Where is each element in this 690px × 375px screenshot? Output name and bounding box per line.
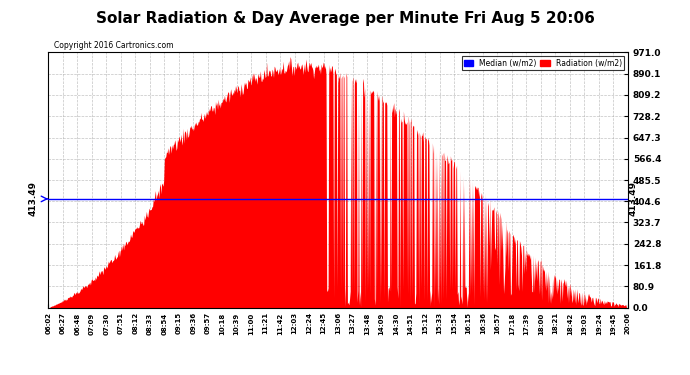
Text: 413.49: 413.49 bbox=[629, 182, 638, 216]
Text: Copyright 2016 Cartronics.com: Copyright 2016 Cartronics.com bbox=[54, 41, 174, 50]
Text: 413.49: 413.49 bbox=[29, 182, 38, 216]
Legend: Median (w/m2), Radiation (w/m2): Median (w/m2), Radiation (w/m2) bbox=[462, 56, 624, 70]
Text: Solar Radiation & Day Average per Minute Fri Aug 5 20:06: Solar Radiation & Day Average per Minute… bbox=[95, 11, 595, 26]
